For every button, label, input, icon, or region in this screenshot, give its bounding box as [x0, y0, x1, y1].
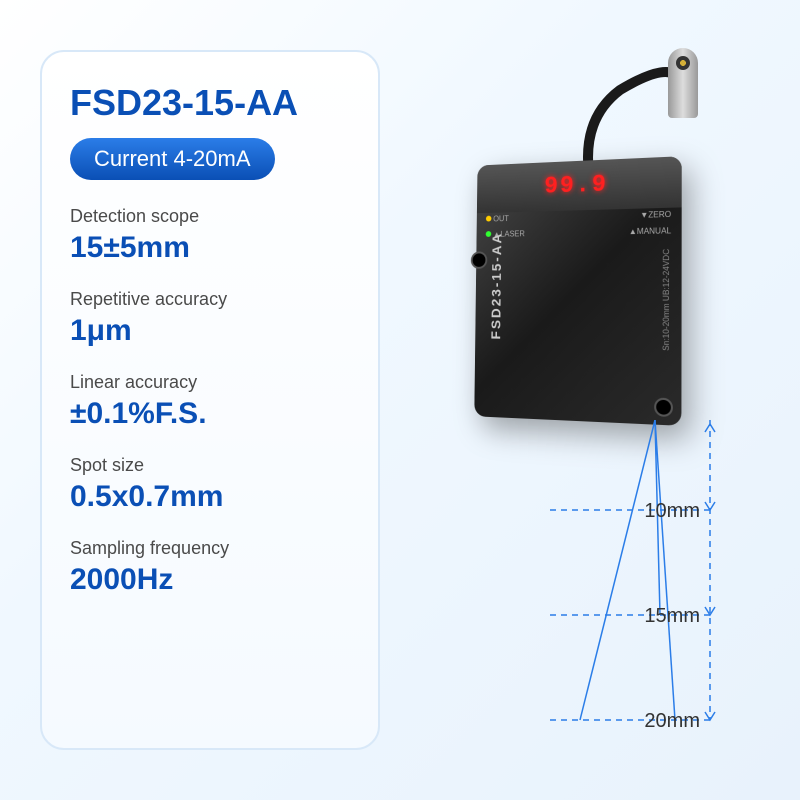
current-badge: Current 4-20mA — [70, 138, 275, 180]
spec-value: 15±5mm — [70, 231, 350, 265]
spec-label: Linear accuracy — [70, 372, 350, 393]
zero-indicator: ▼ZERO — [640, 210, 671, 220]
indicator-row-2: ▲LASER ▲MANUAL — [486, 226, 672, 239]
mount-hole-icon — [654, 398, 673, 418]
spec-detection-scope: Detection scope 15±5mm — [70, 206, 350, 265]
spec-card: FSD23-15-AA Current 4-20mA Detection sco… — [40, 50, 380, 750]
spec-spot-size: Spot size 0.5x0.7mm — [70, 455, 350, 514]
mount-hole-icon — [471, 251, 488, 268]
spec-value: 0.5x0.7mm — [70, 480, 350, 514]
manual-indicator: ▲MANUAL — [629, 226, 671, 236]
spec-label: Detection scope — [70, 206, 350, 227]
spec-linear-accuracy: Linear accuracy ±0.1%F.S. — [70, 372, 350, 431]
spec-value: ±0.1%F.S. — [70, 397, 350, 431]
model-title: FSD23-15-AA — [70, 82, 350, 124]
spec-sampling-frequency: Sampling frequency 2000Hz — [70, 538, 350, 597]
out-indicator: OUT — [486, 214, 509, 223]
distance-label-10mm: 10mm — [644, 500, 700, 523]
spec-value: 2000Hz — [70, 563, 350, 597]
spec-repetitive-accuracy: Repetitive accuracy 1μm — [70, 289, 350, 348]
spec-value: 1μm — [70, 314, 350, 348]
m12-connector-icon — [668, 48, 698, 118]
led-readout: 99.9 — [544, 171, 608, 200]
sensor-side-model-label: FSD23-15-AA — [488, 232, 504, 340]
sensor-display-panel: 99.9 — [477, 156, 682, 213]
spec-label: Spot size — [70, 455, 350, 476]
device-illustration: 99.9 OUT ▼ZERO ▲LASER ▲MANUAL FSD23-15-A… — [400, 40, 780, 760]
distance-label-15mm: 15mm — [644, 605, 700, 628]
beam-diagram — [460, 420, 780, 780]
sensor-body: 99.9 OUT ▼ZERO ▲LASER ▲MANUAL FSD23-15-A… — [474, 156, 681, 426]
spec-label: Repetitive accuracy — [70, 289, 350, 310]
spec-label: Sampling frequency — [70, 538, 350, 559]
distance-label-20mm: 20mm — [644, 710, 700, 733]
sensor-info-text: Sn:10-20mm UB:12-24VDC — [662, 249, 672, 351]
